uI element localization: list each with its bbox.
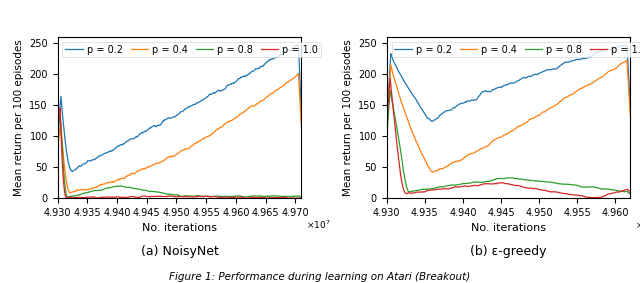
p = 0.8 bbox=[172, 193, 180, 197]
p = 0.8 bbox=[387, 89, 394, 92]
p = 1.0 bbox=[186, 195, 194, 198]
p = 0.8 bbox=[624, 190, 632, 193]
p = 0.8 bbox=[170, 193, 178, 196]
Y-axis label: Mean return per 100 episodes: Mean return per 100 episodes bbox=[13, 39, 24, 196]
p = 0.8 bbox=[255, 194, 262, 198]
p = 0.2 bbox=[186, 104, 194, 108]
p = 1.0 bbox=[170, 195, 178, 198]
Line: p = 1.0: p = 1.0 bbox=[58, 108, 301, 198]
p = 0.8 bbox=[496, 177, 504, 180]
X-axis label: No. iterations: No. iterations bbox=[471, 223, 546, 233]
p = 0.8 bbox=[187, 194, 195, 198]
p = 0.2 bbox=[292, 44, 300, 47]
p = 1.0 bbox=[56, 106, 64, 110]
p = 0.4 bbox=[298, 124, 305, 127]
p = 1.0 bbox=[54, 135, 61, 138]
p = 0.8 bbox=[63, 196, 71, 199]
p = 0.2 bbox=[513, 80, 520, 83]
Text: ×$10^7$: ×$10^7$ bbox=[636, 219, 640, 231]
p = 0.2 bbox=[495, 86, 503, 89]
p = 0.4 bbox=[623, 59, 631, 62]
p = 1.0 bbox=[172, 195, 179, 198]
p = 0.2 bbox=[448, 108, 456, 111]
Line: p = 1.0: p = 1.0 bbox=[387, 78, 630, 198]
p = 1.0 bbox=[298, 196, 305, 200]
p = 0.8 bbox=[54, 143, 61, 146]
Text: (b) ε-greedy: (b) ε-greedy bbox=[470, 245, 547, 258]
p = 0.4 bbox=[496, 136, 504, 139]
p = 0.4 bbox=[429, 170, 436, 174]
p = 0.2 bbox=[199, 98, 207, 102]
Line: p = 0.8: p = 0.8 bbox=[387, 90, 630, 194]
p = 1.0 bbox=[590, 196, 598, 200]
p = 0.4 bbox=[254, 102, 262, 105]
p = 1.0 bbox=[627, 191, 634, 194]
p = 0.8 bbox=[200, 195, 207, 198]
X-axis label: No. iterations: No. iterations bbox=[142, 223, 217, 233]
p = 0.2 bbox=[527, 75, 534, 78]
Legend: p = 0.2, p = 0.4, p = 0.8, p = 1.0: p = 0.2, p = 0.4, p = 0.8, p = 1.0 bbox=[392, 42, 640, 57]
p = 0.2 bbox=[627, 106, 634, 110]
Line: p = 0.4: p = 0.4 bbox=[58, 74, 301, 193]
p = 0.8 bbox=[292, 194, 300, 198]
p = 0.2 bbox=[616, 45, 624, 48]
Text: Figure 1: Performance during learning on Atari (Breakout): Figure 1: Performance during learning on… bbox=[170, 272, 470, 282]
p = 0.8 bbox=[383, 138, 390, 141]
p = 0.8 bbox=[617, 190, 625, 193]
p = 1.0 bbox=[255, 196, 262, 199]
Line: p = 0.2: p = 0.2 bbox=[387, 45, 630, 123]
p = 0.2 bbox=[172, 115, 179, 118]
p = 0.4 bbox=[294, 72, 302, 75]
p = 0.4 bbox=[199, 137, 207, 141]
p = 0.4 bbox=[67, 191, 74, 195]
p = 1.0 bbox=[513, 184, 521, 187]
p = 0.8 bbox=[449, 183, 456, 187]
p = 0.4 bbox=[625, 82, 632, 85]
p = 0.4 bbox=[627, 115, 634, 119]
p = 0.4 bbox=[449, 161, 456, 164]
p = 0.4 bbox=[170, 155, 178, 158]
p = 0.4 bbox=[383, 126, 390, 129]
p = 0.2 bbox=[298, 110, 305, 113]
p = 0.2 bbox=[623, 43, 631, 46]
p = 0.2 bbox=[254, 67, 262, 70]
p = 0.4 bbox=[527, 117, 535, 120]
p = 0.8 bbox=[56, 110, 64, 113]
p = 1.0 bbox=[527, 186, 535, 190]
p = 0.2 bbox=[68, 170, 76, 173]
p = 1.0 bbox=[242, 196, 250, 200]
Text: ×$10^7$: ×$10^7$ bbox=[306, 219, 331, 231]
p = 0.8 bbox=[527, 179, 535, 182]
p = 0.2 bbox=[170, 115, 178, 119]
p = 0.2 bbox=[54, 135, 61, 138]
p = 1.0 bbox=[625, 188, 632, 192]
Line: p = 0.2: p = 0.2 bbox=[58, 45, 301, 171]
p = 0.8 bbox=[513, 177, 521, 180]
p = 0.2 bbox=[624, 55, 632, 59]
p = 0.4 bbox=[186, 146, 194, 149]
p = 1.0 bbox=[618, 189, 625, 193]
p = 1.0 bbox=[383, 128, 390, 132]
p = 1.0 bbox=[387, 77, 394, 80]
p = 0.8 bbox=[627, 192, 634, 196]
Line: p = 0.4: p = 0.4 bbox=[387, 61, 630, 172]
p = 0.4 bbox=[54, 146, 61, 150]
Y-axis label: Mean return per 100 episodes: Mean return per 100 episodes bbox=[343, 39, 353, 196]
p = 0.4 bbox=[172, 154, 179, 157]
p = 0.4 bbox=[617, 62, 625, 65]
p = 1.0 bbox=[199, 195, 207, 198]
Text: (a) NoisyNet: (a) NoisyNet bbox=[141, 245, 218, 258]
Line: p = 0.8: p = 0.8 bbox=[58, 112, 301, 197]
p = 0.4 bbox=[292, 75, 300, 78]
p = 0.8 bbox=[298, 195, 305, 199]
p = 1.0 bbox=[449, 186, 456, 189]
p = 1.0 bbox=[292, 196, 300, 200]
p = 1.0 bbox=[496, 181, 504, 185]
p = 0.2 bbox=[383, 121, 390, 124]
p = 0.4 bbox=[513, 126, 521, 129]
Legend: p = 0.2, p = 0.4, p = 0.8, p = 1.0: p = 0.2, p = 0.4, p = 0.8, p = 1.0 bbox=[63, 42, 321, 57]
p = 0.2 bbox=[293, 43, 301, 46]
